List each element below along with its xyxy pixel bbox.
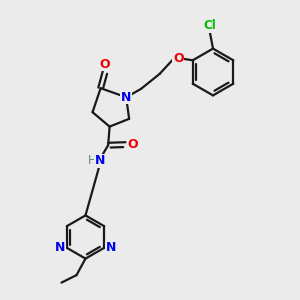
Text: N: N [106, 241, 116, 254]
Text: O: O [128, 138, 138, 151]
Text: O: O [173, 52, 184, 65]
Text: O: O [100, 58, 110, 71]
Text: Cl: Cl [204, 19, 216, 32]
Text: N: N [94, 154, 105, 167]
Text: N: N [121, 91, 131, 104]
Text: H: H [88, 154, 97, 167]
Text: N: N [55, 241, 65, 254]
